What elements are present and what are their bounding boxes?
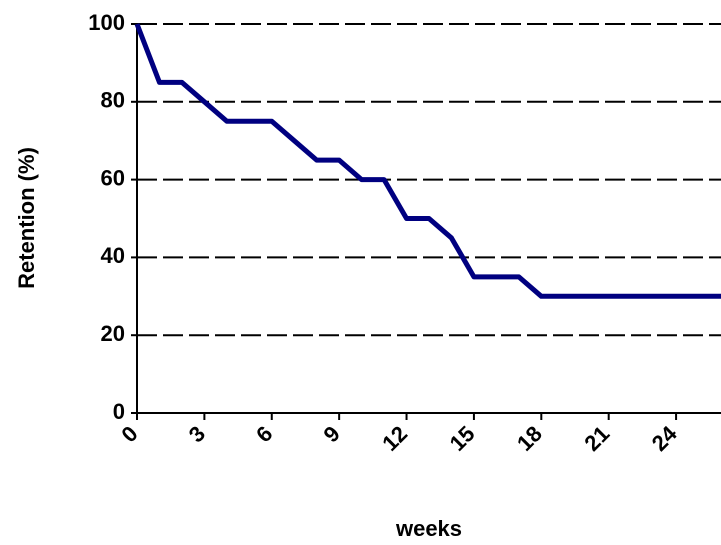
x-tick-label: 15 <box>445 421 480 456</box>
x-tick-label: 9 <box>318 421 344 447</box>
x-tick-label: 18 <box>512 421 547 456</box>
y-tick-label: 60 <box>101 165 125 190</box>
x-tick-label: 6 <box>251 421 277 447</box>
x-tick-label: 21 <box>579 421 614 456</box>
x-tick-label: 3 <box>184 421 210 447</box>
line-series <box>134 23 721 299</box>
y-tick-label: 20 <box>101 321 125 346</box>
y-tick-label: 0 <box>113 399 125 424</box>
x-axis-label: weeks <box>395 516 462 541</box>
y-tick-label: 80 <box>101 88 125 113</box>
x-tick-label: 12 <box>377 421 412 456</box>
y-tick-label: 40 <box>101 243 125 268</box>
x-tick-label: 24 <box>647 420 683 456</box>
x-tick-label: 0 <box>116 421 142 447</box>
y-axis-label: Retention (%) <box>14 147 39 289</box>
y-tick-label: 100 <box>88 10 125 35</box>
